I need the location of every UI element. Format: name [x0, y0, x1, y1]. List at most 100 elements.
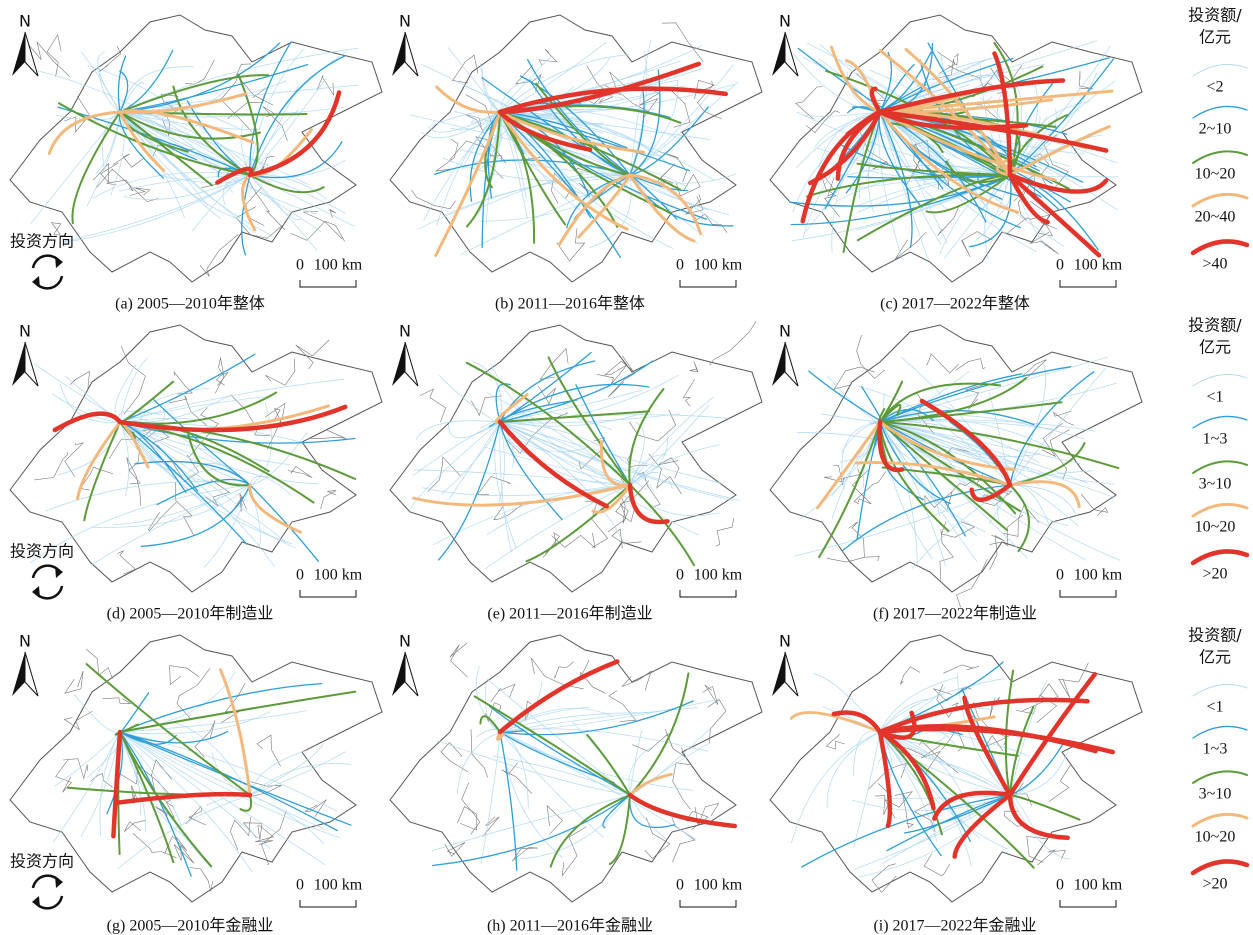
flow-line	[630, 795, 735, 826]
flow-line	[880, 662, 1003, 732]
county-boundary	[321, 491, 337, 509]
scale-distance: 100 km	[694, 257, 743, 274]
county-boundary	[924, 854, 950, 876]
county-boundary	[221, 79, 252, 131]
north-label: N	[779, 322, 791, 341]
scale-distance: 100 km	[314, 877, 363, 894]
direction-icon	[55, 566, 63, 578]
legend-title: 亿元	[1199, 648, 1231, 667]
flow-line	[880, 357, 1108, 422]
flow-line	[630, 472, 672, 488]
north-label: N	[399, 322, 411, 341]
flow-line	[792, 732, 881, 843]
flow-line	[120, 684, 322, 732]
legend-swatch	[1193, 684, 1247, 696]
legend-label: 1~3	[1203, 431, 1228, 448]
legend: 投资额/亿元<11~33~1010~20>20	[1188, 626, 1247, 893]
scale-zero: 0	[676, 567, 684, 584]
legend-label: >40	[1202, 256, 1227, 273]
scale-zero: 0	[676, 877, 684, 894]
flow-line	[64, 175, 250, 241]
county-boundary	[170, 666, 200, 685]
scale-bar	[300, 590, 356, 597]
legend-label: <1	[1206, 389, 1223, 406]
flow-line	[120, 396, 270, 422]
legend-label: 2~10	[1199, 121, 1232, 138]
flow-line	[793, 112, 880, 212]
county-boundary	[1049, 765, 1071, 802]
scale-bar	[1060, 900, 1116, 907]
county-boundary	[450, 643, 468, 677]
panel-caption: (a) 2005—2010年整体	[115, 295, 265, 313]
flow-line	[72, 112, 120, 223]
scale-distance: 100 km	[1074, 877, 1123, 894]
county-boundary	[957, 559, 988, 607]
legend-swatch	[1193, 194, 1247, 206]
north-arrow	[12, 32, 25, 76]
county-boundary	[662, 23, 703, 62]
north-label: N	[399, 12, 411, 31]
county-boundary	[457, 807, 477, 831]
figure: N投资方向0100 km(a) 2005—2010年整体 N 0 100 km (b) …	[0, 0, 1253, 935]
flow-line	[84, 422, 120, 520]
flow-line	[500, 422, 512, 552]
legend-swatch	[1193, 64, 1247, 76]
region-outline	[770, 635, 1142, 902]
legend-label: 3~10	[1199, 786, 1232, 803]
county-boundary	[317, 75, 334, 95]
county-boundary	[445, 842, 465, 856]
county-boundary	[190, 868, 213, 892]
legend-label: 3~10	[1199, 476, 1232, 493]
panel-caption: (f) 2017—2022年制造业	[873, 605, 1037, 623]
county-boundary	[937, 52, 958, 65]
county-boundary	[608, 356, 635, 397]
scale-bar	[680, 900, 736, 907]
legend-swatch	[1193, 814, 1247, 826]
scale-zero: 0	[296, 567, 304, 584]
legend-label: 10~20	[1195, 829, 1236, 846]
flow-line	[439, 422, 500, 560]
county-boundary	[690, 362, 698, 372]
map-panel: N0100 km(f) 2017—2022年制造业	[770, 322, 1142, 623]
legend-label: 1~3	[1203, 741, 1228, 758]
north-arrow	[785, 342, 798, 386]
county-boundary	[827, 557, 879, 563]
legend-label: <2	[1206, 79, 1223, 96]
north-label: N	[779, 12, 791, 31]
county-boundary	[710, 321, 757, 365]
panel-caption: (b) 2011—2016年整体	[495, 295, 645, 313]
north-arrow	[392, 342, 405, 386]
county-boundary	[412, 190, 456, 209]
county-boundary	[309, 430, 346, 439]
scale-bar	[300, 900, 356, 907]
scale-distance: 100 km	[694, 567, 743, 584]
county-boundary	[672, 817, 695, 862]
county-boundary	[539, 49, 557, 65]
flow-line	[587, 735, 630, 795]
north-arrow	[405, 652, 418, 696]
legend-swatch	[1193, 416, 1247, 428]
flow-line	[1010, 750, 1068, 795]
flow-line	[485, 485, 630, 569]
flow-line	[630, 81, 678, 175]
legend-label: 20~40	[1195, 209, 1236, 226]
north-arrow	[25, 652, 38, 696]
north-label: N	[19, 632, 31, 651]
map-panel: N投资方向0100 km(a) 2005—2010年整体	[10, 12, 382, 313]
direction-icon	[32, 276, 40, 288]
county-boundary	[531, 658, 584, 689]
legend-label: >20	[1202, 566, 1227, 583]
page: { "north": "N", "direction_label": "投资方向…	[0, 0, 1253, 935]
county-boundary	[1081, 494, 1108, 515]
county-boundary	[230, 817, 250, 850]
legend-title: 投资额/	[1188, 626, 1242, 645]
flow-line	[55, 732, 120, 786]
flow-line	[120, 732, 325, 830]
flow-line	[120, 112, 233, 161]
county-boundary	[676, 174, 700, 196]
legend-swatch	[1193, 551, 1247, 563]
county-boundary	[428, 457, 461, 492]
county-boundary	[34, 452, 67, 480]
flow-line	[500, 732, 528, 809]
